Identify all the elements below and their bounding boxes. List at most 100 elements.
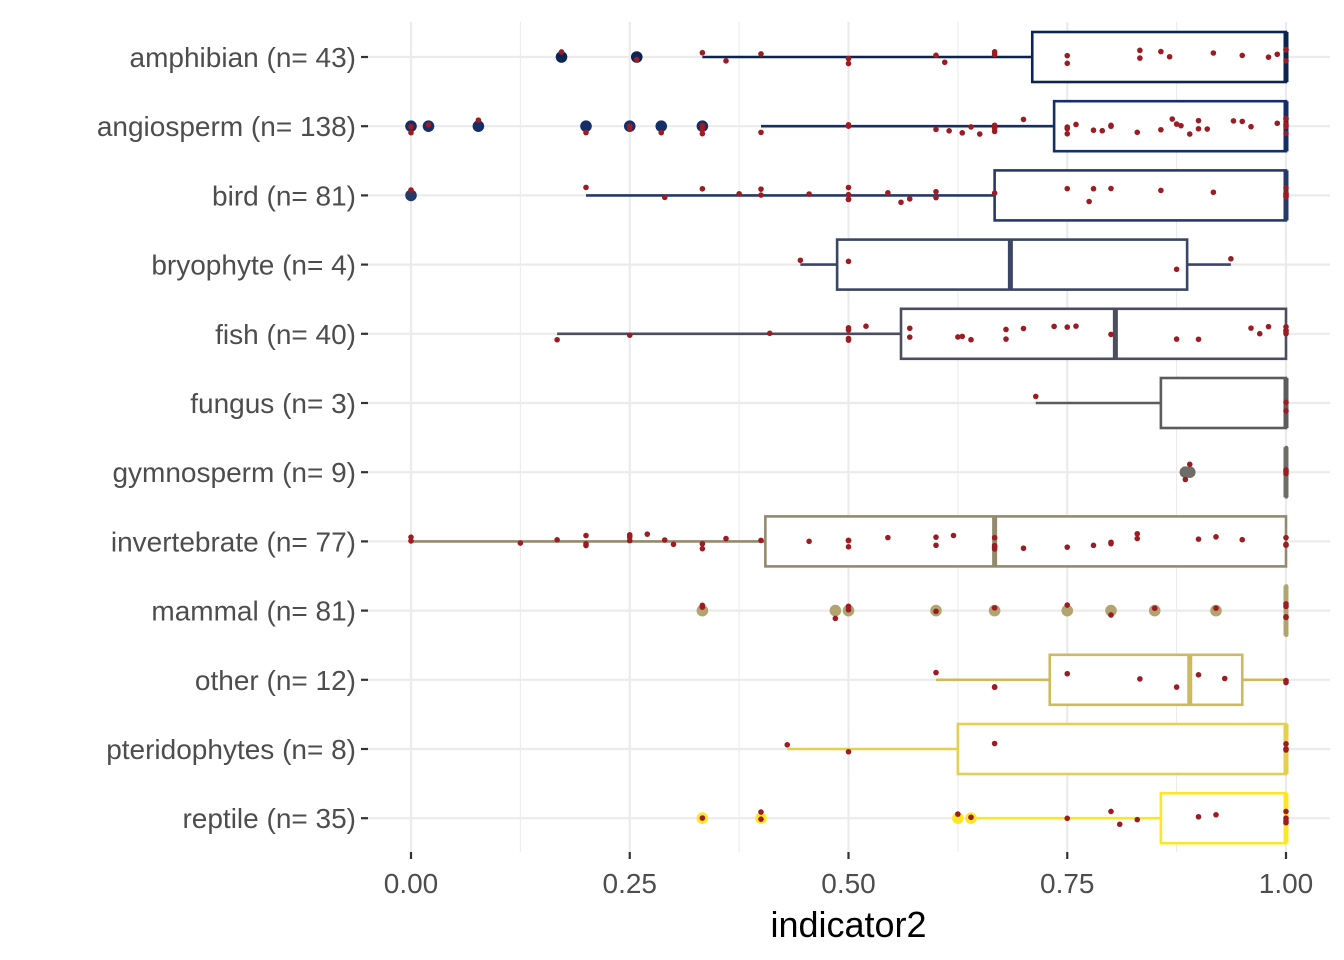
outlier-point [1061, 604, 1074, 617]
y-tick-label: gymnosperm (n= 9) [112, 457, 356, 488]
outlier-point [580, 120, 592, 132]
jitter-point [1256, 330, 1263, 337]
jitter-point [1204, 126, 1211, 132]
jitter-point [425, 122, 432, 128]
outlier-point [1183, 466, 1196, 479]
jitter-point [1283, 741, 1289, 747]
jitter-point [1032, 393, 1039, 400]
jitter-point [933, 542, 939, 549]
jitter-point [950, 532, 957, 539]
jitter-point [845, 537, 852, 544]
y-tick-label: fungus (n= 3) [190, 388, 356, 419]
jitter-point [1239, 52, 1246, 59]
jitter-point [1020, 325, 1027, 332]
jitter-point [845, 258, 852, 265]
jitter-point [1173, 684, 1180, 690]
jitter-point [933, 669, 939, 676]
jitter-point [1213, 605, 1219, 612]
box [1159, 791, 1288, 845]
y-tick-label: bird (n= 81) [212, 180, 356, 211]
jitter-point [1064, 125, 1071, 132]
jitter-point [933, 52, 939, 59]
jitter-point [1274, 120, 1281, 127]
outlier-point [405, 189, 417, 202]
jitter-point [906, 325, 913, 332]
jitter-point [1169, 116, 1176, 122]
jitter-point [898, 199, 904, 206]
jitter-point [968, 336, 974, 343]
jitter-point [1064, 60, 1071, 67]
outlier-point [696, 604, 709, 617]
jitter-point [976, 131, 983, 137]
jitter-point [845, 191, 852, 198]
jitter-point [554, 336, 560, 343]
jitter-point [1173, 266, 1180, 273]
jitter-point [991, 122, 998, 129]
jitter-point [661, 194, 668, 201]
box [1048, 653, 1244, 707]
jitter-point [1283, 468, 1289, 475]
jitter-point [1108, 331, 1114, 338]
jitter-point [1108, 539, 1114, 546]
jitter-point [758, 816, 764, 822]
jitter-point [1228, 255, 1234, 262]
jitter-point [1283, 47, 1289, 53]
axes-layer: reptile (n= 35) pteridophytes (n= 8) other… [97, 42, 1313, 899]
jitter-point [845, 603, 852, 610]
jitter-point [1274, 51, 1281, 58]
jitter-point [1173, 336, 1180, 342]
jitter-point [1248, 123, 1254, 130]
jitter-point [1213, 811, 1219, 818]
jitter-point [968, 814, 974, 821]
jitter-point [885, 190, 891, 196]
jitter-point [1064, 52, 1071, 59]
jitter-point [758, 129, 764, 136]
jitter-point [906, 334, 913, 340]
jitter-point [845, 55, 852, 62]
jitter-point [933, 534, 939, 540]
jitter-point [845, 327, 852, 333]
jitter-point [1283, 408, 1289, 414]
jitter-point [1134, 129, 1141, 136]
jitter-point [1239, 118, 1246, 125]
jitter-point [758, 51, 764, 57]
boxes-layer [411, 30, 1289, 845]
jitter-point [845, 60, 852, 67]
jitter-point [1108, 185, 1114, 192]
jitter-point [955, 334, 961, 340]
jitter-point [906, 196, 913, 202]
jitter-point [1064, 602, 1071, 608]
jitter-point [1137, 47, 1143, 54]
jitter-point [1186, 131, 1193, 137]
jitter-point [797, 257, 804, 264]
outlier-point [952, 812, 964, 824]
jitter-point [1265, 54, 1272, 60]
y-tick-label: mammal (n= 81) [151, 596, 356, 627]
jitter-point [1137, 676, 1143, 682]
outlier-point [555, 51, 568, 63]
jitter-point [1090, 127, 1097, 134]
jitter-point [1064, 324, 1071, 330]
jitter-point [758, 192, 764, 198]
jitter-point [991, 190, 998, 196]
x-tick-label: 0.00 [384, 868, 439, 899]
jitter-point [1108, 808, 1114, 815]
jitter-point [1051, 323, 1057, 330]
jitter-point [1099, 127, 1106, 134]
jitter-point [955, 811, 961, 817]
jitter-point [554, 537, 560, 543]
jitter-point [626, 532, 633, 538]
jitter-point [991, 128, 998, 135]
jitter-point [845, 748, 852, 755]
jitter-point [1064, 670, 1071, 677]
jitter-point [1283, 808, 1289, 815]
jitter-point [959, 130, 966, 136]
jitter-point [1073, 323, 1079, 329]
outlier-point [472, 120, 485, 132]
x-tick-label: 0.50 [821, 868, 876, 899]
jitter-point [1210, 50, 1217, 56]
jitter-point [408, 534, 414, 540]
y-tick-label: bryophyte (n= 4) [151, 250, 356, 281]
jitter-point [946, 127, 952, 134]
boxplot-reptile [971, 791, 1289, 845]
